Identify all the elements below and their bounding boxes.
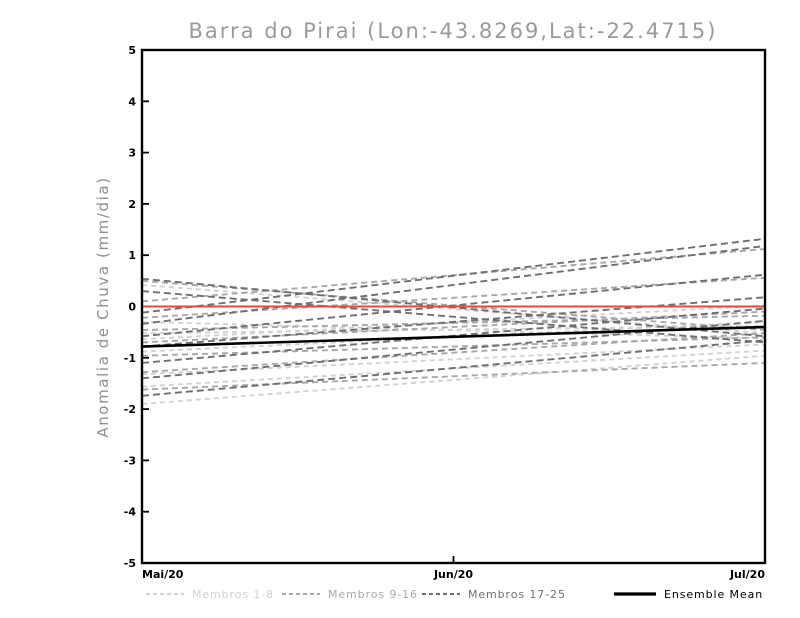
series-layer bbox=[141, 237, 766, 405]
x-tick-label: Jun/20 bbox=[433, 568, 473, 581]
y-tick-label: 5 bbox=[128, 44, 136, 57]
y-tick-label: 4 bbox=[128, 95, 136, 108]
legend-label: Membros 1-8 bbox=[192, 588, 274, 601]
y-tick-label: -5 bbox=[124, 557, 136, 570]
x-tick-label: Mai/20 bbox=[142, 568, 184, 581]
legend-label: Ensemble Mean bbox=[664, 588, 763, 601]
member-line bbox=[141, 336, 766, 357]
member-line bbox=[141, 314, 766, 332]
legend-item: Membros 1-8 bbox=[146, 588, 274, 601]
member-line bbox=[141, 310, 766, 344]
member-line bbox=[141, 320, 766, 340]
chart-title: Barra do Pirai (Lon:-43.8269,Lat:-22.471… bbox=[189, 19, 718, 43]
member-line bbox=[141, 296, 766, 348]
x-tick-label: Jul/20 bbox=[729, 568, 765, 581]
legend-item: Ensemble Mean bbox=[614, 588, 763, 601]
x-axis-ticks: Mai/20 Jun/20 Jul/20 bbox=[141, 556, 766, 581]
y-tick-label: -2 bbox=[124, 403, 136, 416]
member-line bbox=[141, 284, 766, 335]
member-line bbox=[141, 361, 766, 391]
member-line bbox=[141, 304, 766, 341]
legend-item: Membros 9-16 bbox=[282, 588, 418, 601]
legend-label: Membros 17-25 bbox=[468, 588, 566, 601]
y-tick-label: 2 bbox=[128, 198, 136, 211]
member-line bbox=[141, 332, 766, 374]
member-line bbox=[141, 339, 766, 397]
y-tick-label: 3 bbox=[128, 147, 136, 160]
plot-frame bbox=[140, 48, 767, 565]
legend-label: Membros 9-16 bbox=[328, 588, 418, 601]
y-axis-label: Anomalia de Chuva (mm/dia) bbox=[94, 176, 112, 437]
y-tick-label: -1 bbox=[124, 352, 136, 365]
y-axis-ticks: 5 4 3 2 1 0 -1 -2 -3 -4 -5 bbox=[124, 44, 149, 570]
member-line bbox=[141, 273, 766, 338]
member-line bbox=[141, 354, 766, 405]
chart-legend: Membros 1-8 Membros 9-16 Membros 17-25 Ense… bbox=[146, 588, 763, 601]
ensemble-mean-line bbox=[141, 325, 766, 348]
y-tick-label: -3 bbox=[124, 454, 136, 467]
y-tick-label: 0 bbox=[128, 301, 136, 314]
member-line bbox=[141, 277, 766, 338]
y-tick-label: -4 bbox=[124, 506, 137, 519]
y-tick-label: 1 bbox=[128, 249, 136, 262]
member-line bbox=[141, 325, 766, 335]
member-line bbox=[141, 320, 766, 353]
member-line bbox=[141, 245, 766, 325]
member-line bbox=[141, 237, 766, 314]
legend-item: Membros 17-25 bbox=[422, 588, 566, 601]
